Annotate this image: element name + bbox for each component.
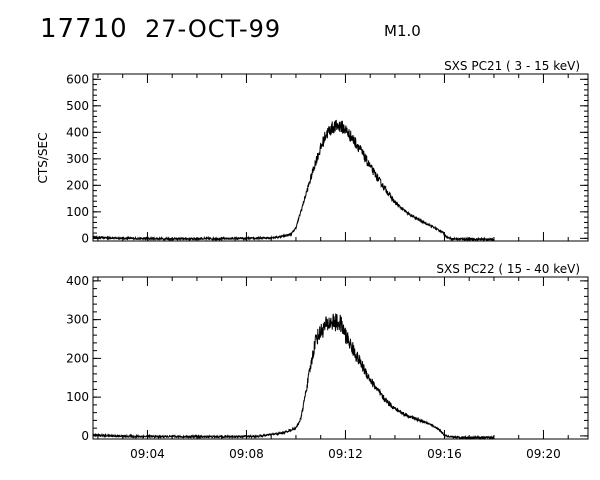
plot-frame — [92, 73, 589, 242]
tick-labels: 0 100 200 300 400 500 600 — [66, 72, 89, 245]
y-tick-label: 100 — [66, 205, 89, 219]
axis-ticks — [93, 277, 588, 439]
y-tick-label: 0 — [81, 231, 89, 245]
flare-class-label: M1.0 — [384, 22, 421, 40]
panel-title: SXS PC21 ( 3 - 15 keV) — [444, 59, 580, 73]
y-tick-label: 300 — [66, 152, 89, 166]
x-tick-label: 09:16 — [427, 447, 462, 461]
y-tick-label: 400 — [66, 274, 89, 288]
tick-labels: 0 100 200 300 400 09:04 09:08 09:12 09:16 09:20 — [66, 274, 561, 461]
y-axis-label: CTS/SEC — [36, 133, 50, 184]
event-date: 27-OCT-99 — [145, 15, 282, 43]
y-tick-label: 200 — [66, 178, 89, 192]
panel-pc22: SXS PC22 ( 15 - 40 keV) 0 100 200 300 400 09:… — [66, 262, 589, 461]
y-tick-label: 500 — [66, 99, 89, 113]
x-tick-label: 09:04 — [130, 447, 165, 461]
y-tick-label: 400 — [66, 125, 89, 139]
x-tick-label: 09:12 — [328, 447, 363, 461]
plot-frame — [92, 276, 589, 440]
panel-title: SXS PC22 ( 15 - 40 keV) — [436, 262, 580, 276]
panel-pc21: SXS PC21 ( 3 - 15 keV) CTS/SEC 0 100 200 30… — [36, 59, 589, 245]
event-id: 17710 — [40, 14, 128, 44]
y-tick-label: 200 — [66, 351, 89, 365]
y-tick-label: 600 — [66, 72, 89, 86]
series-line — [92, 119, 495, 243]
x-tick-label: 09:20 — [526, 447, 561, 461]
series-line — [92, 313, 495, 441]
y-tick-label: 100 — [66, 390, 89, 404]
y-tick-label: 0 — [81, 429, 89, 443]
y-tick-label: 300 — [66, 313, 89, 327]
x-tick-label: 09:08 — [229, 447, 264, 461]
axis-ticks — [93, 73, 588, 241]
